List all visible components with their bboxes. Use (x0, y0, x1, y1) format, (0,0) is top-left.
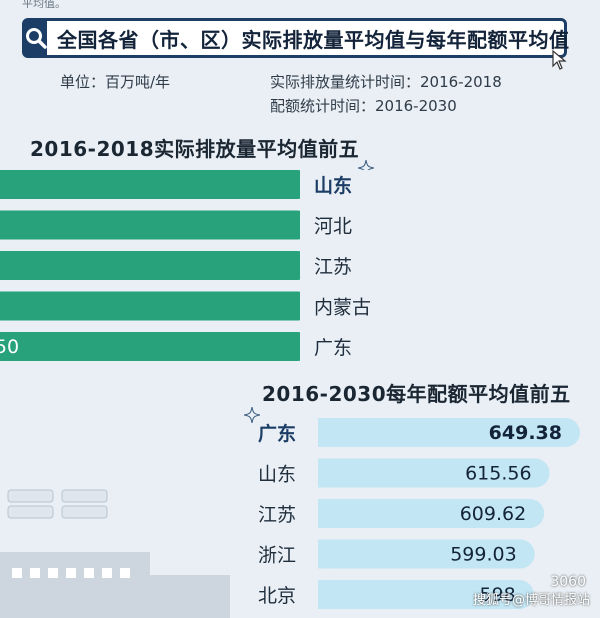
emission-bar (0, 210, 312, 240)
emission-chart: 837.88山东788.07河北745.35江苏667.19内蒙古550.50广… (0, 170, 420, 361)
quota-value-label: 609.62 (460, 503, 526, 525)
quota-bar (318, 418, 580, 447)
category-label-bg (300, 332, 420, 361)
emission-bar (0, 332, 312, 361)
quota-category-label: 浙江 (258, 545, 296, 567)
watermark-count: 3060 (550, 574, 586, 590)
quota-bar (318, 539, 535, 569)
emission-bar (0, 170, 312, 199)
quota-category-label: 江苏 (258, 504, 296, 526)
emission-category-label: 广东 (314, 337, 352, 359)
category-label-bg (300, 210, 420, 240)
emission-category-label: 山东 (314, 174, 352, 197)
emission-category-label: 内蒙古 (314, 297, 371, 319)
factory-illustration (0, 489, 230, 618)
quota-value-label: 598 (479, 584, 515, 606)
quota-bar (318, 499, 545, 528)
cursor-icon (552, 50, 567, 70)
emission-category-label: 江苏 (314, 256, 352, 278)
quota-category-label: 北京 (258, 585, 296, 607)
search-bar[interactable]: 全国各省（市、区）实际排放量平均值与每年配额平均值 (22, 18, 570, 58)
emission-period: 实际排放量统计时间：2016-2018 (270, 73, 502, 91)
quota-value-label: 615.56 (465, 463, 531, 485)
unit-label: 单位：百万吨/年 (60, 73, 171, 91)
quota-category-label: 广东 (258, 422, 296, 445)
top-clipped-text: 平均值。 (22, 0, 66, 8)
search-title: 全国各省（市、区）实际排放量平均值与每年配额平均值 (57, 27, 570, 52)
category-label-bg (300, 251, 420, 280)
emission-bar (0, 251, 312, 280)
sparkle-icon (358, 160, 374, 176)
quota-bar (318, 458, 550, 488)
watermark: 搜狐号@博哥情报站 (472, 593, 590, 608)
quota-bar (318, 580, 534, 609)
emission-chart-title: 2016-2018实际排放量平均值前五 (30, 137, 360, 161)
emission-bar (0, 291, 312, 321)
sparkle-icon (244, 407, 260, 423)
quota-value-label: 649.38 (489, 422, 562, 444)
quota-category-label: 山东 (258, 464, 296, 486)
quota-chart: 649.38 广东 615.56 山东 609.62 江苏 599.03 浙江 598 北京 (258, 418, 580, 609)
search-icon[interactable] (25, 21, 47, 55)
quota-period: 配额统计时间：2016-2030 (270, 97, 457, 115)
category-label-bg (300, 291, 420, 321)
category-label-bg (300, 170, 420, 199)
emission-value-label: 550.50 (0, 336, 19, 358)
emission-category-label: 河北 (314, 216, 352, 238)
quota-chart-title: 2016-2030每年配额平均值前五 (262, 382, 571, 406)
quota-value-label: 599.03 (450, 544, 516, 566)
